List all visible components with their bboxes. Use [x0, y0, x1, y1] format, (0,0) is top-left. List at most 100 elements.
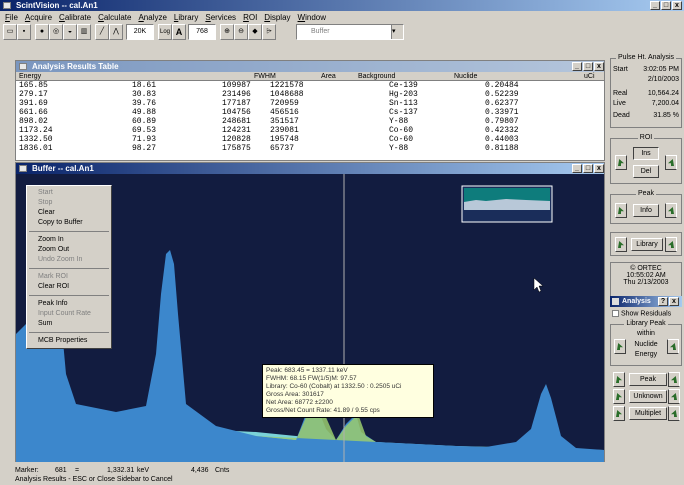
detector-select[interactable]: Buffer ▾	[296, 24, 404, 40]
minimize-icon[interactable]: _	[650, 1, 660, 10]
sidebar: Pulse Ht. Analysis Start 3:02:05 PM 2/10…	[608, 52, 684, 485]
results-maximize-icon[interactable]: □	[583, 62, 593, 71]
start-acquire-icon[interactable]: ●	[35, 24, 49, 40]
results-minimize-icon[interactable]: _	[572, 62, 582, 71]
peak-info-button[interactable]: Info	[633, 204, 659, 217]
cell-uci: 0.52239	[485, 90, 519, 99]
linear-scale-icon[interactable]: ╱	[95, 24, 109, 40]
roi-ins-button[interactable]: Ins	[633, 147, 659, 160]
auto-scale-icon[interactable]: ⋀	[109, 24, 123, 40]
unknown-prev-icon[interactable]	[613, 389, 625, 404]
table-row[interactable]: 898.02 60.89 248681 351517 Y-88 0.79807	[16, 117, 604, 126]
table-row[interactable]: 1332.50 71.93 120828 195748 Co-60 0.44003	[16, 135, 604, 144]
zoom-in-icon[interactable]: ⊕	[220, 24, 234, 40]
peak-prev-icon[interactable]	[615, 203, 627, 218]
unknown-peak-next-icon[interactable]	[668, 372, 680, 387]
col-energy[interactable]: Energy	[19, 73, 42, 80]
multiplet-button[interactable]: Multiplet	[629, 407, 667, 420]
ctx-item-copy-to-buffer[interactable]: Copy to Buffer	[38, 219, 83, 226]
menu-separator	[29, 265, 109, 269]
ctx-item-zoom-out[interactable]: Zoom Out	[38, 246, 70, 253]
toolbar: ▭ ▪ ● ◎ ◒ ▥ ╱ ⋀ 20K Log A 768 ⊕ ⊖ ◆ ⩥ Bu…	[0, 24, 684, 42]
nuclide-prev-icon[interactable]	[614, 339, 626, 354]
menu-services[interactable]: Services	[205, 13, 237, 22]
vertical-scale-field[interactable]: 20K	[126, 24, 154, 40]
analysis-help-icon[interactable]: ?	[658, 297, 668, 306]
display-mode-button[interactable]: A	[172, 24, 186, 40]
unknown-button[interactable]: Unknown	[629, 390, 667, 403]
menu-acquire[interactable]: Acquire	[24, 13, 53, 22]
buffer-maximize-icon[interactable]: □	[583, 164, 593, 173]
cell-nuclide: Co-60	[389, 135, 414, 144]
table-row[interactable]: 165.85 18.61 109987 1221578 Ce-139 0.20484	[16, 81, 604, 90]
show-residuals-checkbox[interactable]	[612, 310, 619, 317]
col-fwhm[interactable]: FWHM	[254, 73, 276, 80]
table-row[interactable]: 661.66 49.88 104756 456516 Cs-137 0.33971	[16, 108, 604, 117]
col-nuclide[interactable]: Nuclide	[454, 73, 478, 80]
cell-fwhm: 71.93	[132, 135, 157, 144]
analysis-close-icon[interactable]: x	[669, 297, 679, 306]
table-row[interactable]: 1173.24 69.53 124231 239081 Co-60 0.42332	[16, 126, 604, 135]
col-uci[interactable]: uCi	[584, 73, 595, 80]
buffer-window-icon	[19, 165, 27, 172]
zoom-out-icon[interactable]: ⊖	[234, 24, 248, 40]
real-label: Real	[613, 90, 628, 97]
table-row[interactable]: 391.69 39.76 177187 720959 Sn-113 0.62377	[16, 99, 604, 108]
menu-roi[interactable]: ROI	[243, 13, 258, 22]
table-row[interactable]: 1836.01 98.27 175875 65737 Y-88 0.81188	[16, 144, 604, 153]
pha-title: Pulse Ht. Analysis	[615, 54, 677, 61]
ctx-item-clear-roi[interactable]: Clear ROI	[38, 283, 70, 290]
menu-display[interactable]: Display	[264, 13, 291, 22]
ctx-item-zoom-in[interactable]: Zoom In	[38, 236, 64, 243]
peak-group: Peak Info	[610, 190, 682, 224]
menu-library[interactable]: Library	[173, 13, 199, 22]
clock-day: Thu	[623, 279, 636, 286]
log-scale-button[interactable]: Log	[158, 24, 172, 40]
menu-separator	[29, 292, 109, 296]
peak-next-icon[interactable]	[665, 203, 677, 218]
save-icon[interactable]: ▪	[17, 24, 31, 40]
unknown-peak-prev-icon[interactable]	[613, 372, 625, 387]
cell-uci: 0.33971	[485, 108, 519, 117]
table-row[interactable]: 279.17 30.83 231496 1048688 Hg-203 0.52239	[16, 90, 604, 99]
ctx-item-clear[interactable]: Clear	[38, 209, 55, 216]
roi-group: ROI Ins Del	[610, 134, 682, 184]
roi-next-icon[interactable]	[665, 155, 677, 170]
open-file-icon[interactable]: ▭	[3, 24, 17, 40]
baseline-icon[interactable]: ⩥	[262, 24, 276, 40]
horizontal-scale-field[interactable]: 768	[188, 24, 216, 40]
maximize-icon[interactable]: □	[661, 1, 671, 10]
clear-icon[interactable]: ◒	[63, 24, 77, 40]
ctx-item-mcb-properties[interactable]: MCB Properties	[38, 337, 88, 344]
peak-nav-button[interactable]: Peak	[629, 373, 667, 386]
menu-window[interactable]: Window	[297, 13, 326, 22]
show-residuals-row: Show Residuals	[612, 310, 671, 317]
results-close-icon[interactable]: x	[594, 62, 604, 71]
unknown-next-icon[interactable]	[668, 389, 680, 404]
menu-file[interactable]: File	[5, 13, 18, 22]
menu-calibrate[interactable]: Calibrate	[59, 13, 92, 22]
col-background[interactable]: Background	[358, 73, 396, 80]
multiplet-next-icon[interactable]	[668, 406, 680, 421]
multiplet-prev-icon[interactable]	[613, 406, 625, 421]
copy-buffer-icon[interactable]: ▥	[77, 24, 91, 40]
cell-nuclide: Y-88	[389, 144, 409, 153]
ctx-item-peak-info[interactable]: Peak Info	[38, 300, 68, 307]
menu-calculate[interactable]: Calculate	[98, 13, 132, 22]
center-icon[interactable]: ◆	[248, 24, 262, 40]
col-area[interactable]: Area	[321, 73, 336, 80]
menu-analyze[interactable]: Analyze	[138, 13, 167, 22]
ctx-item-sum[interactable]: Sum	[38, 320, 53, 327]
close-icon[interactable]: x	[672, 1, 682, 10]
library-next-icon[interactable]	[665, 237, 677, 252]
cell-background: 456516	[270, 108, 299, 117]
stop-acquire-icon[interactable]: ◎	[49, 24, 63, 40]
roi-del-button[interactable]: Del	[633, 165, 659, 178]
roi-prev-icon[interactable]	[615, 155, 627, 170]
library-button[interactable]: Library	[631, 238, 663, 251]
library-prev-icon[interactable]	[615, 237, 627, 252]
buffer-minimize-icon[interactable]: _	[572, 164, 582, 173]
vendor-logo: © ORTEC	[630, 265, 662, 272]
buffer-close-icon[interactable]: x	[594, 164, 604, 173]
chevron-down-icon[interactable]: ▾	[391, 25, 403, 39]
